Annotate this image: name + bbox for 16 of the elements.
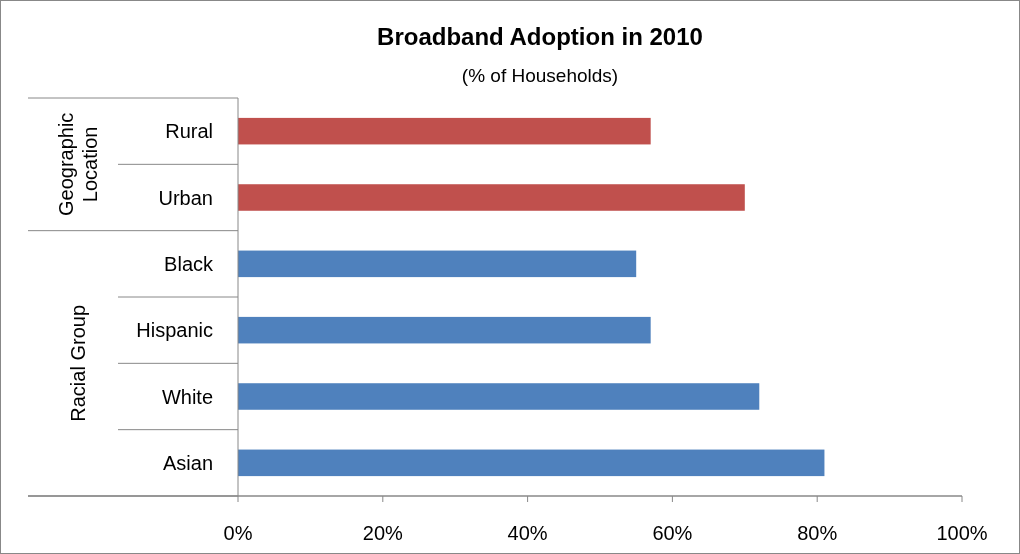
x-tick-label: 60% (652, 522, 693, 544)
x-tick-label: 20% (362, 522, 404, 544)
chart-subtitle: (% of Households) (461, 65, 619, 86)
x-tick-label: 0% (223, 522, 253, 544)
text: Racial Group (67, 304, 89, 422)
y-tick-label: Black (164, 252, 214, 275)
y-tick-label: Urban (158, 186, 213, 209)
text: Geographic Location (55, 112, 101, 217)
x-tick-label: 80% (797, 522, 838, 544)
y-tick-label: White (161, 385, 213, 408)
y-tick-label: Hispanic (136, 319, 213, 342)
x-tick-label: 40% (507, 522, 548, 544)
chart-title: Broadband Adoption in 2010 (377, 23, 703, 50)
y-tick-label: Rural (165, 120, 213, 143)
y-tick-label: Asian (162, 451, 213, 474)
x-tick-label: 100% (936, 522, 988, 544)
